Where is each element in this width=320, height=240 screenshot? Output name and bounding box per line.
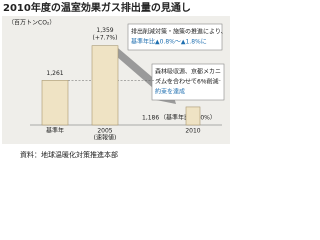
x-tick-label: 2010 [185, 128, 200, 135]
x-tick-label: 基準年 [46, 127, 64, 135]
annotation: 排出削減対策・施策の推進により、 [131, 28, 227, 36]
bar [91, 45, 119, 126]
annotation: ズムを合わせて6%削減 [155, 78, 219, 86]
chart: 2010年度の温室効果ガス排出量の見通し （百万トンCO₂） 排出削減対策・施策… [2, 1, 230, 159]
value-label: 1,186 [142, 115, 159, 122]
annotation: 基準年比▲0.8%～▲1.8%に [131, 38, 207, 46]
x-tick-note: (速報値) [94, 134, 117, 142]
annotation-box [151, 63, 225, 101]
x-tick-label: 2005 [97, 128, 112, 135]
annotation: 約束を達成 [155, 88, 185, 96]
value-label: 1,261 [46, 70, 63, 77]
annotation-box [127, 23, 223, 51]
source: 資料：地球温暖化対策推進本部 [20, 150, 118, 159]
annotation: (+7.7%) [93, 35, 118, 42]
unit-label: （百万トンCO₂） [8, 20, 55, 27]
bar [185, 106, 201, 126]
bar [41, 80, 69, 126]
chart-title: 2010年度の温室効果ガス排出量の見通し [3, 1, 191, 14]
value-label: 1,359 [96, 27, 113, 34]
annotation: 森林吸収源、京都メカニ [155, 68, 221, 76]
